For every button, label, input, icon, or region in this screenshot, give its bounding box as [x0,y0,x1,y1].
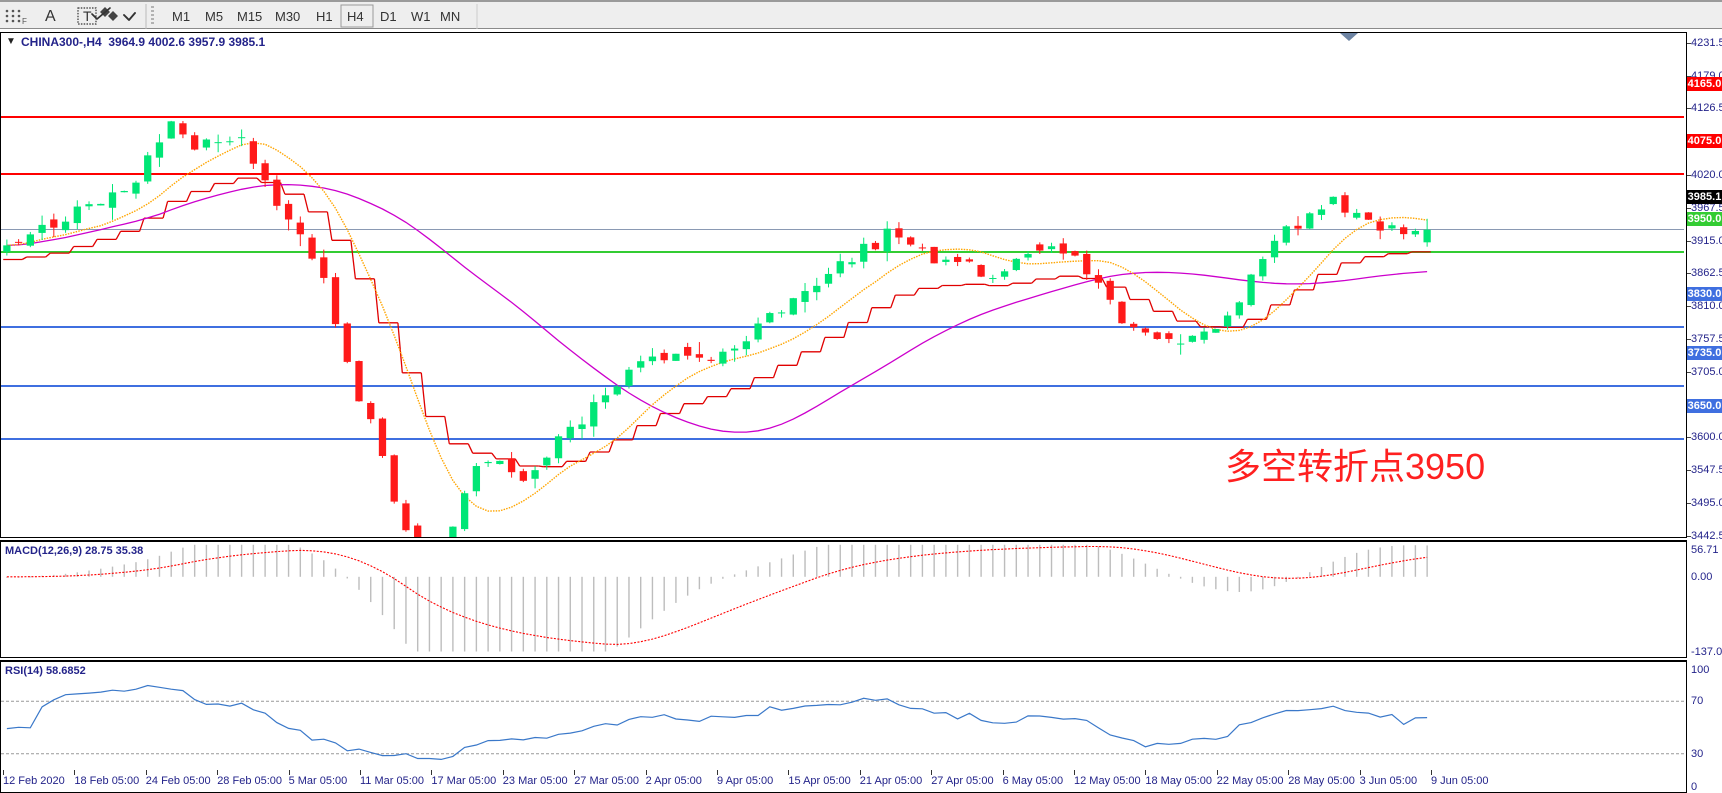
svg-text:M30: M30 [275,9,300,24]
svg-text:D1: D1 [380,9,397,24]
svg-text:A: A [45,8,56,25]
svg-text:M1: M1 [172,9,190,24]
svg-text:H4: H4 [347,9,364,24]
svg-text:M5: M5 [205,9,223,24]
svg-text:M15: M15 [237,9,262,24]
svg-text:W1: W1 [411,9,431,24]
svg-text:H1: H1 [316,9,333,24]
svg-text:F: F [22,17,27,26]
svg-text:MN: MN [440,9,460,24]
svg-text:T: T [83,8,92,24]
